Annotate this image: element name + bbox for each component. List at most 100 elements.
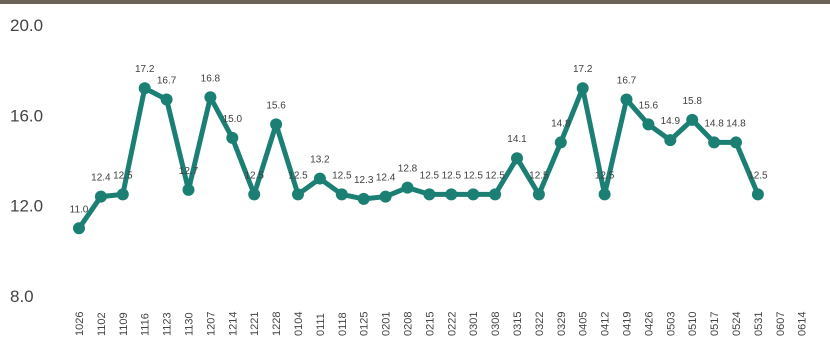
x-tick-label: 0308 [490, 312, 502, 336]
data-label: 12.4 [91, 173, 111, 184]
x-tick-label: 0301 [468, 312, 480, 336]
data-label: 12.8 [398, 164, 418, 175]
data-point [576, 82, 589, 95]
data-point [379, 190, 392, 203]
data-label: 16.8 [201, 73, 221, 84]
x-axis: 1026 1102 1109 1116 1123 1130 1207 1214 1221 1228… [74, 312, 809, 336]
x-tick-label: 0614 [797, 312, 809, 336]
data-label: 14.8 [551, 118, 571, 129]
x-tick-label: 0111 [315, 313, 327, 336]
x-tick-label: 0322 [534, 312, 546, 336]
x-tick-label: 0125 [359, 312, 371, 336]
y-tick-label: 20.0 [10, 16, 43, 35]
x-tick-label: 0503 [665, 312, 677, 336]
x-tick-label: 0510 [687, 312, 699, 336]
data-point [292, 188, 304, 201]
data-label: 14.8 [726, 118, 746, 129]
data-label: 15.0 [223, 114, 243, 125]
data-point [730, 136, 742, 149]
x-tick-label: 1123 [162, 312, 174, 336]
data-label: 12.5 [244, 170, 264, 181]
data-label: 12.5 [332, 170, 352, 181]
data-labels: 11.012.4 12.517.216.712.716.815.012.515.6… [70, 64, 768, 215]
data-point [554, 136, 567, 149]
x-tick-label: 0517 [709, 312, 721, 336]
data-point [335, 188, 348, 201]
data-point [138, 82, 151, 95]
data-point [182, 183, 195, 196]
data-label: 15.6 [639, 100, 659, 111]
data-label: 15.8 [682, 96, 702, 107]
x-tick-label: 0215 [424, 312, 436, 336]
data-point [708, 136, 721, 149]
y-tick-label: 8.0 [10, 287, 34, 306]
data-point [357, 192, 370, 205]
x-tick-label: 1109 [118, 312, 130, 336]
x-tick-label: 0208 [403, 312, 415, 336]
x-tick-label: 0201 [381, 312, 393, 336]
x-tick-label: 0329 [556, 312, 568, 336]
data-label: 12.5 [748, 170, 768, 181]
data-label: 14.8 [704, 118, 724, 129]
data-point [511, 152, 523, 165]
x-tick-label: 1130 [184, 312, 196, 336]
data-point [445, 188, 458, 201]
data-point [664, 134, 677, 147]
y-tick-label: 16.0 [10, 106, 43, 125]
data-point [467, 188, 480, 201]
x-tick-label: 1026 [74, 312, 86, 336]
data-label: 12.5 [288, 170, 308, 181]
data-point [204, 91, 217, 104]
x-tick-label: 0315 [512, 312, 524, 336]
x-tick-label: 1228 [271, 312, 283, 336]
y-axis: 8.0 12.0 16.0 20.0 [10, 16, 43, 306]
x-tick-label: 0118 [337, 312, 349, 336]
data-label: 14.9 [661, 116, 681, 127]
data-label: 15.6 [266, 100, 286, 111]
x-tick-label: 0222 [446, 312, 458, 336]
data-label: 17.2 [573, 64, 593, 75]
x-tick-label: 1214 [227, 312, 239, 336]
data-label: 17.2 [135, 64, 155, 75]
x-tick-label: 0524 [731, 312, 743, 336]
data-label: 12.7 [179, 166, 199, 177]
data-label: 12.5 [595, 170, 615, 181]
x-tick-label: 0405 [578, 312, 590, 336]
x-tick-label: 0607 [775, 312, 787, 336]
x-tick-label: 0531 [753, 312, 765, 336]
data-label: 12.5 [420, 170, 440, 181]
data-point [489, 188, 502, 201]
data-label: 16.7 [617, 76, 637, 87]
x-tick-label: 0419 [622, 312, 634, 336]
data-point [620, 93, 633, 106]
data-point [248, 188, 261, 201]
x-tick-label: 0426 [643, 312, 655, 336]
data-point [598, 188, 611, 201]
data-point [270, 118, 283, 131]
data-point [642, 118, 655, 131]
data-label: 14.1 [507, 134, 527, 145]
data-label: 12.5 [113, 170, 133, 181]
series-points [73, 82, 764, 235]
y-tick-label: 12.0 [10, 197, 43, 216]
data-label: 12.4 [376, 173, 396, 184]
data-point [401, 181, 414, 194]
data-label: 12.5 [485, 170, 505, 181]
data-point [532, 188, 545, 201]
data-point [160, 93, 173, 106]
top-photo-strip [0, 0, 830, 4]
data-point [226, 131, 239, 144]
data-label: 12.5 [442, 170, 462, 181]
data-label: 16.7 [157, 76, 177, 87]
x-tick-label: 0104 [293, 312, 305, 336]
data-point [686, 113, 699, 126]
data-point [94, 190, 107, 203]
data-point [751, 188, 764, 201]
data-label: 13.2 [310, 155, 330, 166]
data-label: 12.3 [354, 175, 374, 186]
x-tick-label: 1221 [249, 312, 261, 336]
data-label: 12.5 [529, 170, 549, 181]
x-tick-label: 1116 [140, 313, 152, 336]
